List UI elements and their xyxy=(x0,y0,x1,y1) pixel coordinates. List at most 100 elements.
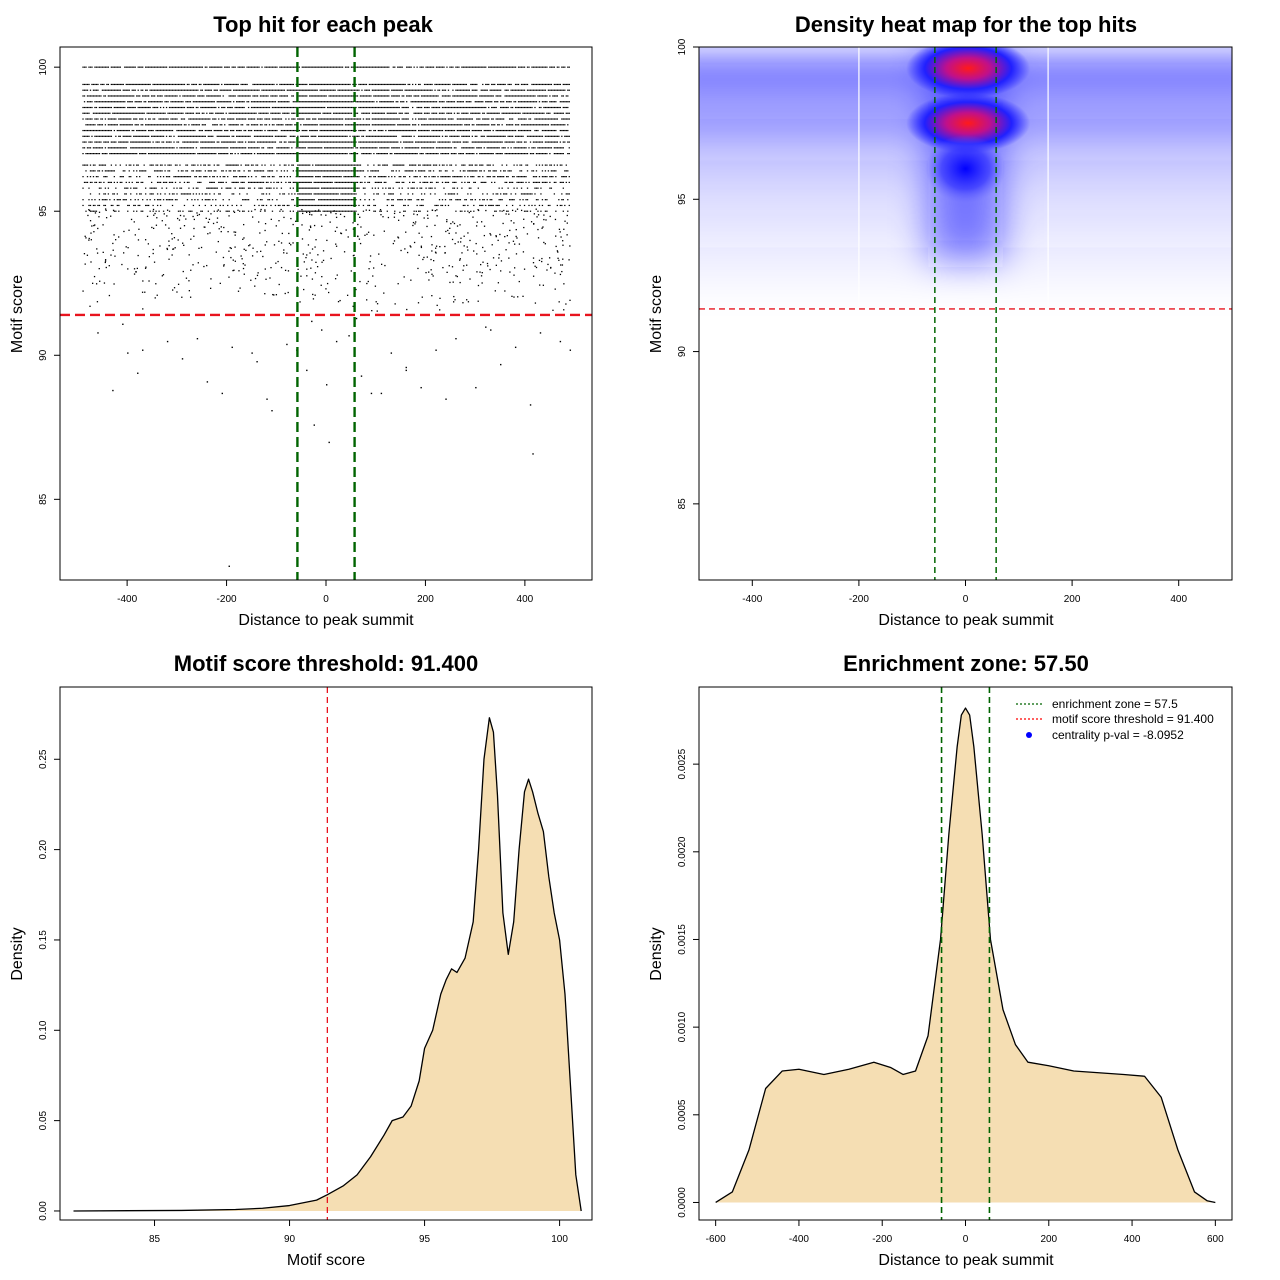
scatter-point xyxy=(480,153,482,155)
scatter-point xyxy=(435,106,438,109)
scatter-point xyxy=(326,135,329,137)
scatter-point xyxy=(347,83,350,86)
scatter-point xyxy=(300,147,302,149)
scatter-point xyxy=(309,141,311,143)
scatter-point xyxy=(395,89,397,91)
scatter-point xyxy=(133,95,135,97)
scatter-point xyxy=(505,141,508,143)
scatter-point xyxy=(95,135,98,137)
scatter-point xyxy=(180,118,183,120)
scatter-point xyxy=(231,153,233,155)
scatter-point xyxy=(161,187,163,189)
scatter-point xyxy=(130,147,132,149)
scatter-point xyxy=(437,89,439,91)
scatter-point xyxy=(435,164,438,166)
scatter-point xyxy=(470,187,472,189)
scatter-point xyxy=(516,124,518,126)
scatter-point xyxy=(292,141,294,143)
scatter-point xyxy=(91,129,93,132)
scatter-point xyxy=(552,176,554,178)
scatter-point xyxy=(564,141,566,143)
scatter-point xyxy=(310,101,312,103)
scatter-point xyxy=(479,118,481,120)
scatter-point xyxy=(440,83,442,86)
scatter-point xyxy=(222,181,224,184)
scatter-point xyxy=(532,112,535,114)
scatter-point xyxy=(414,164,417,166)
scatter-point xyxy=(198,83,201,86)
scatter-point xyxy=(210,187,212,189)
scatter-point xyxy=(374,124,377,126)
scatter-point xyxy=(183,89,186,91)
scatter-point xyxy=(124,106,126,109)
scatter-point xyxy=(438,112,441,114)
scatter-point xyxy=(304,89,306,91)
scatter-point xyxy=(432,147,435,149)
scatter-point xyxy=(140,101,142,103)
scatter-point xyxy=(324,147,326,149)
scatter-point xyxy=(517,112,520,114)
scatter-point xyxy=(195,66,198,68)
scatter-point xyxy=(529,95,532,97)
scatter-point xyxy=(261,106,263,109)
scatter-point xyxy=(218,193,220,195)
scatter-point xyxy=(98,170,101,172)
scatter-point xyxy=(230,147,232,149)
scatter-point xyxy=(174,83,177,86)
scatter-point xyxy=(511,181,514,184)
scatter-point xyxy=(156,141,159,143)
scatter-point xyxy=(262,112,265,114)
scatter-point xyxy=(188,193,190,195)
scatter-point xyxy=(538,83,541,86)
scatter-point xyxy=(377,164,380,166)
scatter-point xyxy=(446,101,448,103)
scatter-point xyxy=(534,106,536,109)
scatter-point xyxy=(394,83,396,86)
scatter-point xyxy=(315,124,317,126)
scatter-point xyxy=(124,89,126,91)
scatter-point xyxy=(183,153,186,155)
scatter-point xyxy=(249,147,251,149)
scatter-point xyxy=(298,89,300,91)
scatter-point xyxy=(318,193,320,195)
scatter-point xyxy=(246,89,248,91)
scatter-point xyxy=(346,141,348,143)
scatter-point xyxy=(280,187,283,189)
scatter-point xyxy=(377,170,380,172)
scatter-point xyxy=(326,164,329,166)
scatter-point xyxy=(192,124,195,126)
scatter-point xyxy=(429,135,432,137)
scatter-point xyxy=(468,129,470,132)
scatter-point xyxy=(344,193,347,195)
scatter-point xyxy=(277,101,280,103)
scatter-point xyxy=(456,83,459,86)
scatter-point xyxy=(286,153,289,155)
scatter-point xyxy=(500,83,502,86)
scatter-point xyxy=(495,193,497,195)
scatter-point xyxy=(450,164,453,166)
scatter-point xyxy=(447,153,450,155)
scatter-point xyxy=(468,101,470,103)
scatter-point xyxy=(374,129,377,132)
scatter-point xyxy=(374,112,377,114)
scatter-point xyxy=(312,83,314,86)
scatter-point xyxy=(385,153,387,155)
scatter-point xyxy=(529,112,532,114)
scatter-point xyxy=(543,83,545,86)
scatter-point xyxy=(306,141,308,143)
scatter-point xyxy=(149,176,151,178)
scatter-point xyxy=(101,129,104,132)
scatter-point xyxy=(298,164,300,166)
scatter-point xyxy=(255,112,257,114)
scatter-point xyxy=(526,95,529,97)
scatter-point xyxy=(100,124,102,126)
scatter-point xyxy=(483,129,485,132)
scatter-point xyxy=(310,187,312,189)
scatter-point xyxy=(237,170,239,172)
scatter-point xyxy=(173,101,175,103)
scatter-point xyxy=(98,187,101,189)
scatter-point xyxy=(289,89,292,91)
scatter-point xyxy=(304,101,306,103)
scatter-point xyxy=(380,181,382,184)
scatter-point xyxy=(145,129,147,132)
